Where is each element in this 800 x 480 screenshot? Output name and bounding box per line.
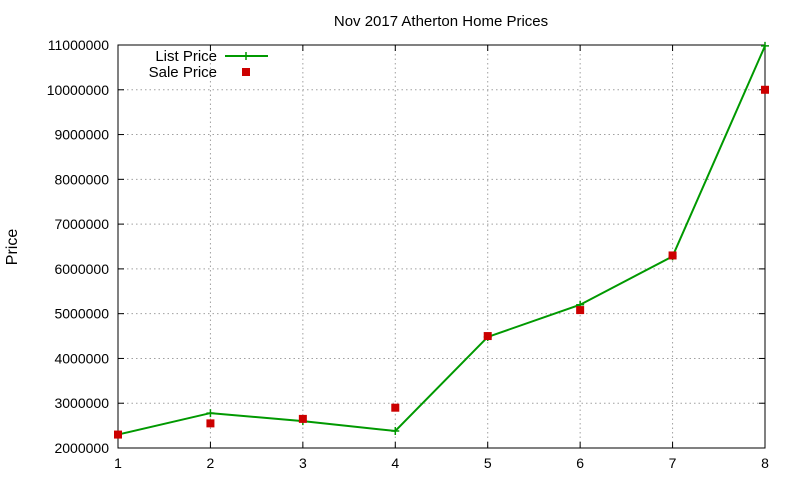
- y-tick-label-6: 8000000: [54, 171, 109, 187]
- point-list-price-4: [391, 426, 400, 435]
- legend-label-sale-price: Sale Price: [149, 64, 217, 81]
- point-sale-price-5: [483, 332, 492, 341]
- y-tick-label-9: 11000000: [48, 37, 109, 53]
- point-sale-price-8: [761, 85, 769, 94]
- point-sale-price-6: [576, 306, 585, 315]
- grid: [118, 45, 765, 448]
- x-tick-label-5: 6: [576, 455, 584, 471]
- plot-frame: [117, 44, 766, 449]
- y-tick-label-8: 10000000: [47, 82, 110, 98]
- y-tick-label-0: 2000000: [54, 440, 109, 456]
- y-tick-label-3: 5000000: [54, 306, 109, 322]
- legend: List Price Sale Price: [149, 48, 268, 81]
- legend-marker-list-price: [242, 52, 250, 60]
- point-sale-price-2: [206, 419, 215, 428]
- series-line-list-price: [117, 45, 766, 436]
- y-axis-label: Price: [4, 229, 21, 266]
- plot-area: [114, 41, 769, 439]
- x-tick-label-7: 8: [761, 455, 769, 471]
- legend-marker-sale-price: [242, 68, 250, 76]
- point-sale-price-1: [114, 430, 122, 439]
- x-tick-label-1: 2: [207, 455, 215, 471]
- point-list-price-8: [761, 41, 769, 50]
- point-sale-price-3: [298, 414, 307, 423]
- x-tick-label-4: 5: [484, 455, 492, 471]
- x-tick-label-3: 4: [391, 455, 399, 471]
- y-axis: 2000000 3000000 4000000 5000000 6000000 70000…: [47, 37, 765, 456]
- x-tick-label-2: 3: [299, 455, 307, 471]
- point-sale-price-7: [668, 251, 677, 260]
- x-tick-label-6: 7: [669, 455, 677, 471]
- y-tick-label-2: 4000000: [54, 350, 109, 366]
- series-list-price: [114, 41, 769, 439]
- y-tick-label-1: 3000000: [54, 395, 109, 411]
- chart-title: Nov 2017 Atherton Home Prices: [334, 13, 548, 30]
- point-sale-price-4: [391, 403, 400, 412]
- series-sale-price: [114, 85, 769, 439]
- x-tick-label-0: 1: [114, 455, 122, 471]
- y-tick-label-7: 9000000: [54, 127, 109, 143]
- y-tick-label-5: 7000000: [54, 216, 109, 232]
- point-list-price-2: [206, 409, 215, 418]
- legend-label-list-price: List Price: [155, 48, 217, 65]
- y-tick-label-4: 6000000: [54, 261, 109, 277]
